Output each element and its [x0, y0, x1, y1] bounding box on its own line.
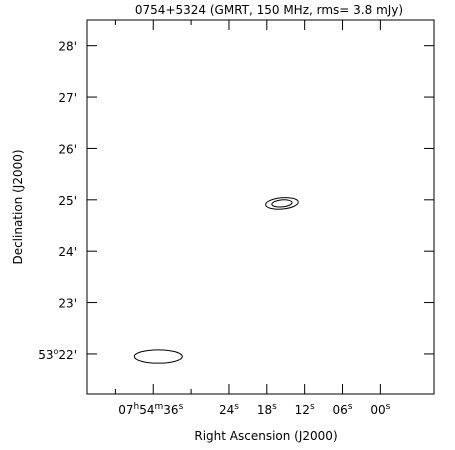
x-axis-tick-labels: 07h54m36s 24s 18s 12s 06s 00s: [118, 402, 390, 417]
source-contours: [133, 197, 299, 364]
chart-title: 0754+5324 (GMRT, 150 MHz, rms= 3.8 mJy): [135, 3, 403, 17]
component-1-contour: [271, 199, 293, 208]
x-axis-ticks: [114, 20, 381, 394]
y-axis-tick-labels: 28' 27' 26' 25' 24' 23' 53o22': [38, 40, 77, 362]
x-axis-label: Right Ascension (J2000): [194, 429, 337, 443]
y-axis-ticks: [87, 45, 434, 355]
x-tick-label: 00s: [370, 402, 390, 417]
x-tick-label: 18s: [257, 402, 277, 417]
y-tick-label: 28': [58, 40, 77, 54]
component-2-contour: [133, 349, 183, 364]
plot-frame: [86, 19, 435, 395]
x-tick-label: 07h54m36s: [118, 402, 183, 417]
y-tick-label: 23': [58, 297, 77, 311]
y-tick-label: 24': [58, 245, 77, 259]
y-tick-label: 27': [58, 91, 77, 105]
y-tick-label: 26': [58, 142, 77, 156]
component-1-contour: [265, 197, 299, 210]
y-tick-label: 53o22': [38, 347, 77, 362]
x-tick-label: 12s: [295, 402, 315, 417]
x-tick-label: 24s: [219, 402, 239, 417]
y-axis-label: Declination (J2000): [11, 149, 25, 264]
x-tick-label: 06s: [333, 402, 353, 417]
y-tick-label: 25': [58, 194, 77, 208]
